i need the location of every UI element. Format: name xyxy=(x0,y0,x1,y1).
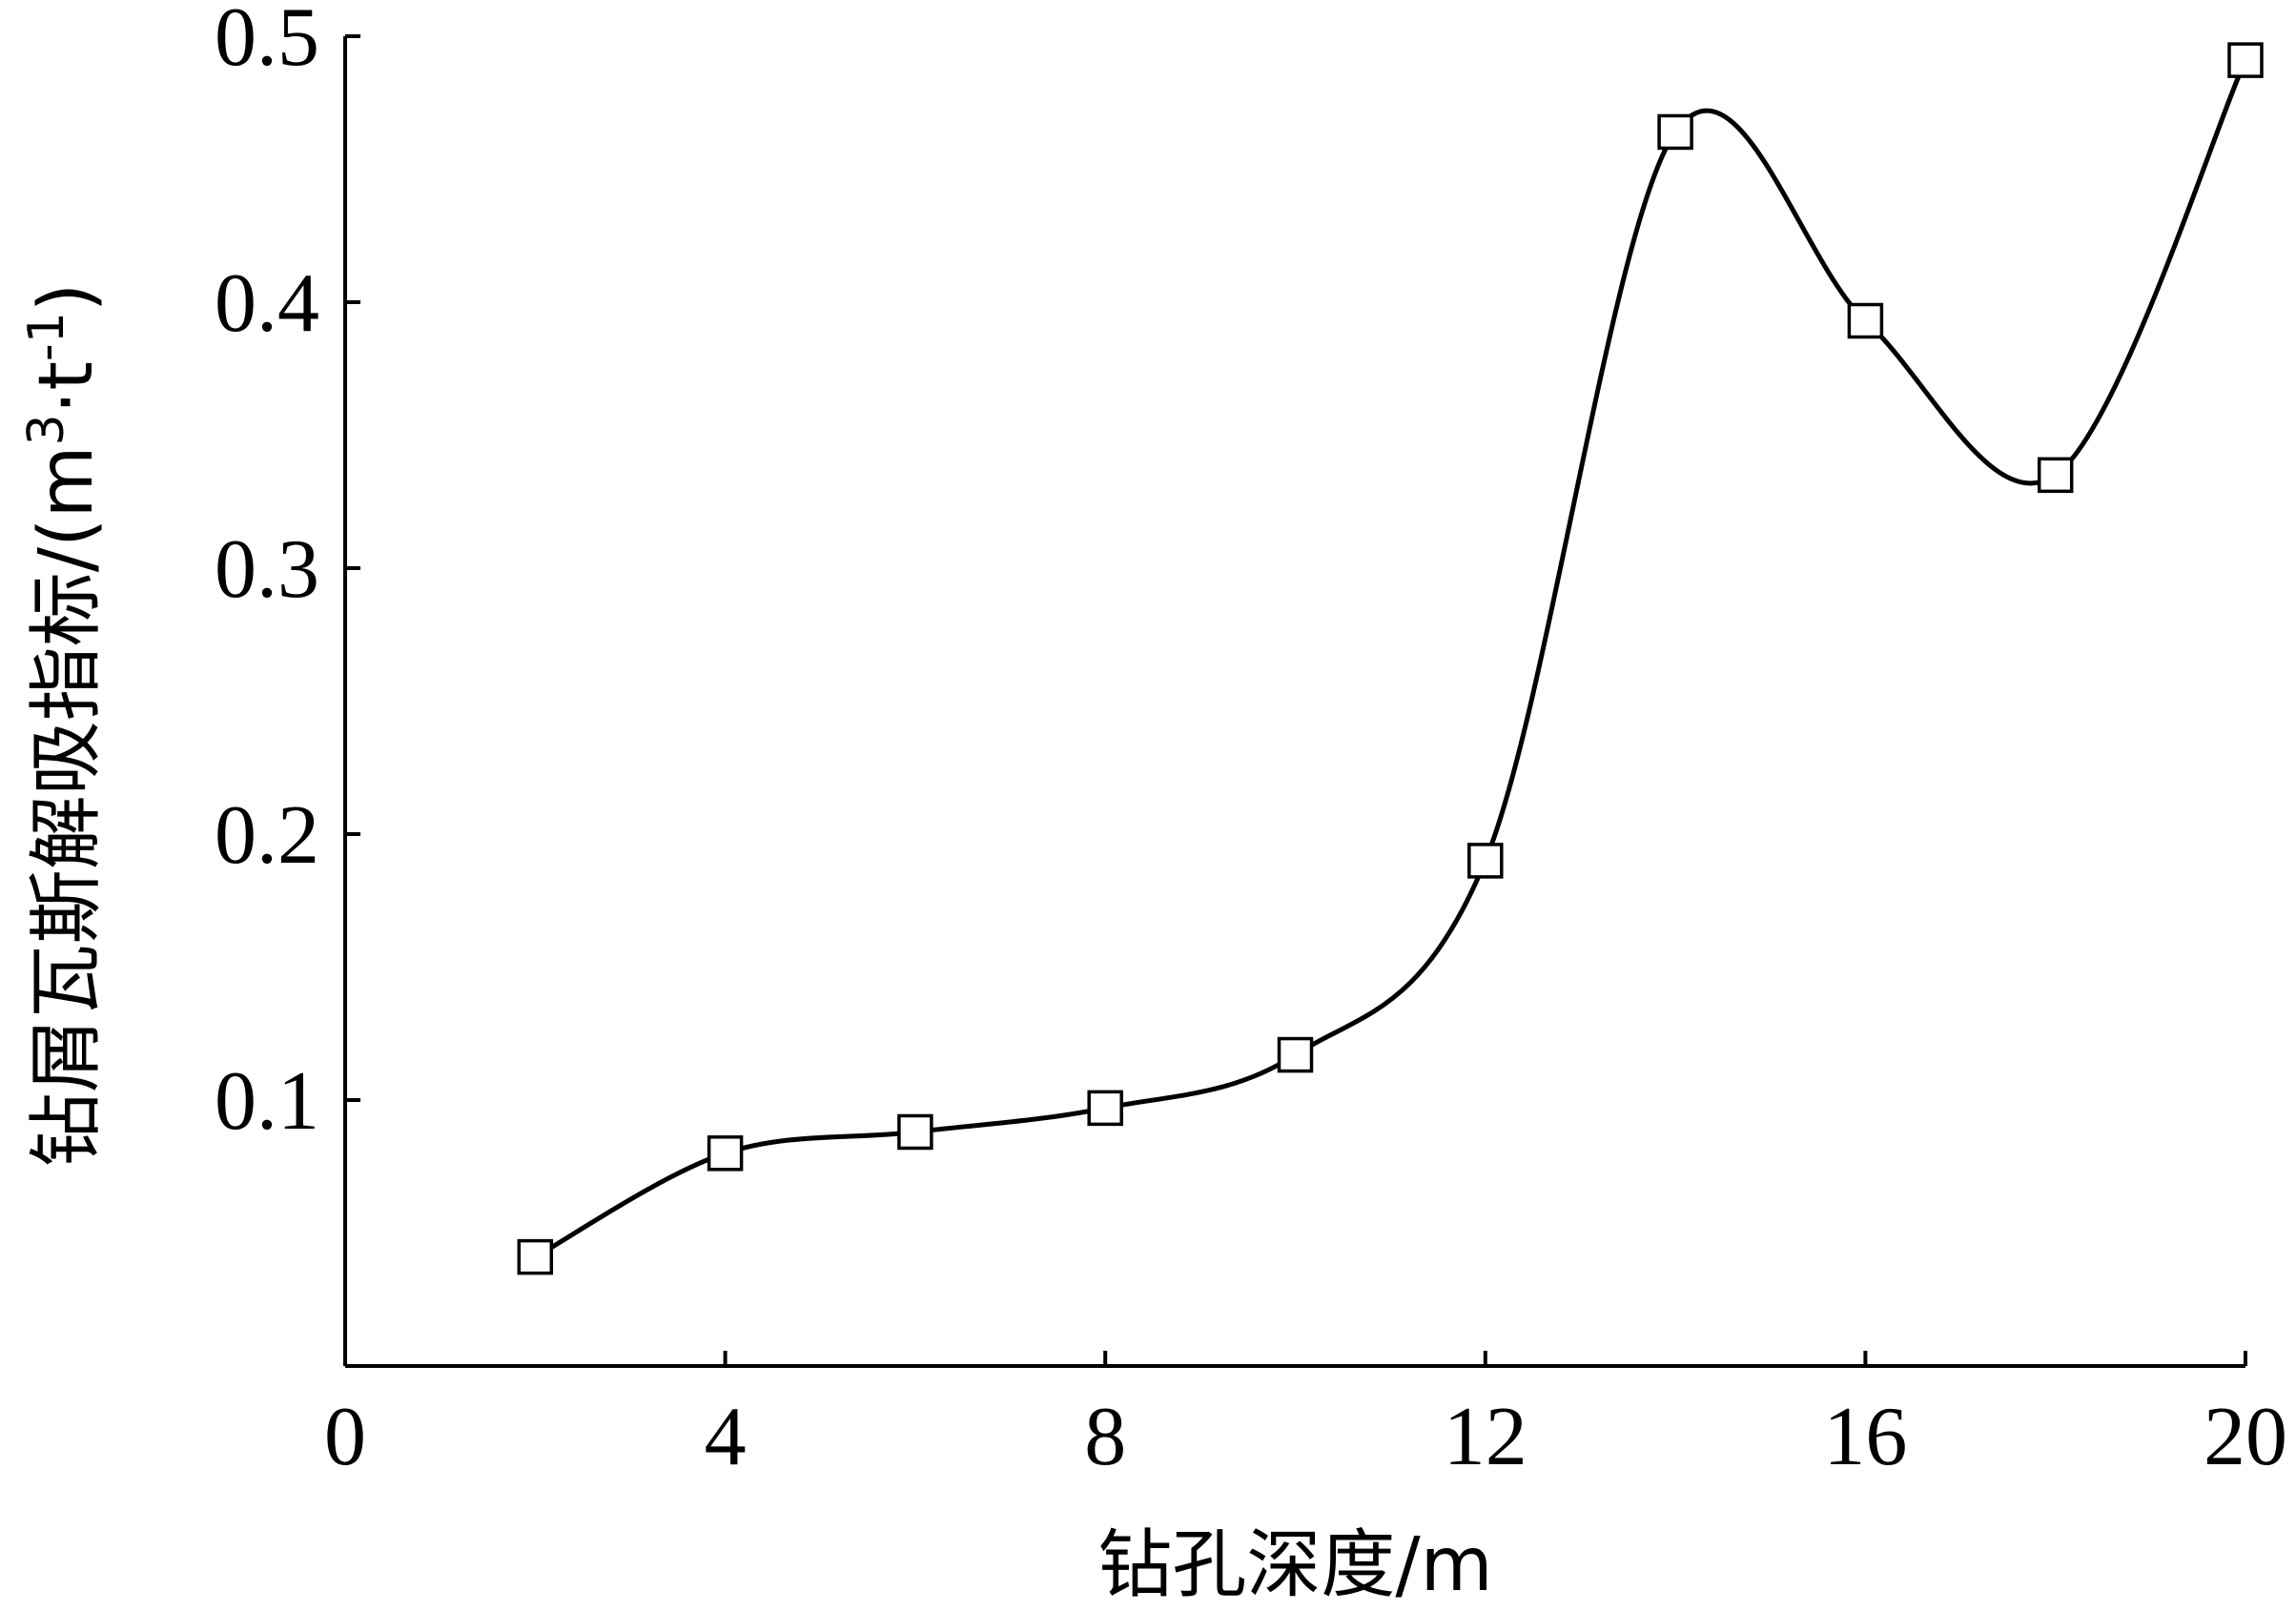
data-point-marker xyxy=(707,1135,744,1172)
x-tick-label: 12 xyxy=(1444,1391,1527,1483)
x-tick-label: 0 xyxy=(324,1391,366,1483)
y-axis-label-close: ) xyxy=(24,283,110,312)
y-tick-label: 0.5 xyxy=(215,0,319,84)
series-line xyxy=(534,59,2248,1259)
y-axis-label-sup-3: 3 xyxy=(18,414,75,445)
y-axis-label: 钻屑瓦斯解吸指标/(m3·t-1) xyxy=(18,283,110,1167)
x-axis-ticks: 0 4 8 12 16 20 xyxy=(324,1351,2287,1483)
series-group xyxy=(517,42,2264,1275)
y-tick-label: 0.2 xyxy=(215,789,319,882)
data-point-marker xyxy=(1467,843,1504,879)
data-point-marker xyxy=(897,1113,933,1151)
data-point-marker xyxy=(1657,113,1693,151)
y-axis-label-sup-minus1: -1 xyxy=(18,312,75,361)
x-tick-label: 4 xyxy=(705,1391,747,1483)
data-point-marker xyxy=(2227,42,2264,78)
x-tick-label: 20 xyxy=(2204,1391,2287,1483)
data-point-marker xyxy=(1087,1090,1123,1127)
y-tick-label: 0.3 xyxy=(215,523,319,616)
data-point-marker xyxy=(517,1238,554,1275)
data-point-marker xyxy=(1847,302,1884,339)
data-point-marker xyxy=(1277,1036,1314,1073)
axes xyxy=(343,36,2245,1368)
y-tick-label: 0.1 xyxy=(215,1055,319,1148)
x-tick-label: 8 xyxy=(1084,1391,1126,1483)
x-axis-label: 钻孔深度/m xyxy=(1097,1522,1492,1608)
y-axis-label-t: t xyxy=(24,361,110,391)
y-axis-label-text: 钻屑瓦斯解吸指标/(m xyxy=(24,446,110,1168)
y-axis-label-dot: · xyxy=(24,391,110,415)
y-tick-label: 0.4 xyxy=(215,257,319,350)
x-tick-label: 16 xyxy=(1823,1391,1907,1483)
y-axis-ticks: 0.1 0.2 0.3 0.4 0.5 xyxy=(215,0,360,1148)
data-point-marker xyxy=(2037,457,2074,494)
